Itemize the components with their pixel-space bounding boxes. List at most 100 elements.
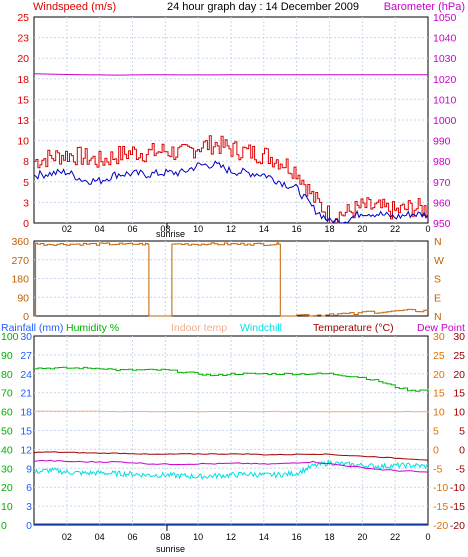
legend-windchill: Windchill (240, 322, 282, 334)
tick-labels: 0202040406060808101012121414161618182020… (1, 12, 465, 542)
humidity-tick-label: 60 (1, 407, 13, 419)
compass-tick-label: N (434, 311, 442, 323)
x-tick-label-bottom: 20 (357, 532, 367, 542)
windspeed-average-line (33, 160, 429, 224)
temperature-tick-label: 0 (459, 444, 465, 456)
barometer-tick-label: 980 (433, 156, 451, 168)
windspeed-tick-label: 20 (17, 53, 29, 65)
humidity-tick-label: 100 (1, 331, 19, 343)
x-tick-label-bottom: 02 (62, 532, 72, 542)
indoor-tick-label: -5 (433, 463, 442, 475)
temperature-tick-label: 5 (459, 426, 465, 438)
windspeed-tick-label: 25 (17, 12, 29, 24)
humidity-tick-label: 20 (1, 482, 13, 494)
x-tick-label-bottom: 14 (259, 532, 269, 542)
humidity-tick-label: 80 (1, 369, 13, 381)
barometer-tick-label: 1010 (433, 94, 457, 106)
indoor-tick-label: -20 (433, 520, 448, 532)
x-tick-label-top: 06 (127, 224, 137, 234)
wind-direction-line (34, 242, 429, 317)
humidity-tick-label: 40 (1, 444, 13, 456)
windchill-line (33, 458, 428, 481)
windspeed-tick-label: 10 (17, 136, 29, 148)
direction-tick-label: 360 (11, 236, 29, 248)
compass-tick-label: N (434, 236, 442, 248)
humidity-tick-label: 50 (1, 426, 13, 438)
indoor-tick-label: 15 (433, 388, 445, 400)
x-tick-label-top: 22 (390, 224, 400, 234)
humidity-tick-label: 10 (1, 501, 13, 513)
indoor-tick-label: -10 (433, 482, 448, 494)
barometer-axis-title: Barometer (hPa) (384, 1, 465, 13)
x-tick-label-top: 18 (324, 224, 334, 234)
rainfall-tick-label: 15 (20, 426, 32, 438)
windspeed-tick-label: 0 (23, 218, 29, 230)
temperature-tick-label: -5 (456, 463, 465, 475)
direction-tick-label: 270 (11, 255, 29, 267)
barometer-tick-label: 1040 (433, 33, 457, 45)
x-tick-label-top: 14 (259, 224, 269, 234)
barometer-tick-label: 1030 (433, 53, 457, 65)
x-tick-label-top: 16 (292, 224, 302, 234)
compass-tick-label: E (434, 292, 441, 304)
rainfall-tick-label: 27 (20, 350, 32, 362)
barometer-tick-label: 970 (433, 177, 451, 189)
x-tick-label-top: 08 (160, 224, 170, 234)
x-tick-label-top: 02 (62, 224, 72, 234)
compass-tick-label: S (434, 274, 441, 286)
dew-point-line (33, 459, 429, 473)
x-tick-label-bottom: 16 (292, 532, 302, 542)
x-tick-label-top: 20 (357, 224, 367, 234)
x-tick-label-top: 10 (193, 224, 203, 234)
indoor-tick-label: 30 (433, 331, 445, 343)
x-tick-label-top: 12 (226, 224, 236, 234)
indoor-temp-line (34, 410, 429, 413)
barometer-tick-label: 1000 (433, 115, 457, 127)
barometer-tick-label: 990 (433, 136, 451, 148)
windspeed-tick-label: 23 (17, 33, 29, 45)
humidity-tick-label: 0 (1, 520, 7, 532)
rainfall-tick-label: 21 (20, 388, 32, 400)
temperature-tick-label: 10 (453, 407, 465, 419)
data-series (33, 73, 429, 531)
barometer-line (33, 73, 428, 76)
temperature-tick-label: -20 (450, 520, 465, 532)
indoor-tick-label: -15 (433, 501, 448, 513)
sunrise-label-top: sunrise (156, 229, 185, 239)
humidity-tick-label: 70 (1, 388, 13, 400)
indoor-tick-label: 5 (433, 426, 439, 438)
legend-rainfall: Rainfall (mm) (1, 322, 63, 334)
x-tick-label-bottom: 10 (193, 532, 203, 542)
windspeed-tick-label: 13 (17, 115, 29, 127)
x-tick-label-top: 0 (425, 224, 430, 234)
barometer-tick-label: 1050 (433, 12, 457, 24)
windspeed-tick-label: 8 (23, 156, 29, 168)
x-tick-label-bottom: 18 (324, 532, 334, 542)
x-tick-label-bottom: 12 (226, 532, 236, 542)
indoor-tick-label: 25 (433, 350, 445, 362)
indoor-tick-label: 10 (433, 407, 445, 419)
windspeed-tick-label: 18 (17, 74, 29, 86)
rainfall-tick-label: 0 (26, 520, 32, 532)
rainfall-tick-label: 6 (26, 482, 32, 494)
direction-tick-label: 0 (23, 311, 29, 323)
direction-tick-label: 90 (17, 292, 29, 304)
temperature-tick-label: -15 (450, 501, 465, 513)
rainfall-tick-label: 18 (20, 407, 32, 419)
temperature-tick-label: 30 (453, 331, 465, 343)
sunrise-label-bottom: sunrise (156, 544, 185, 554)
legend-temperature: Temperature (°C) (313, 322, 394, 334)
windspeed-axis-title: Windspeed (m/s) (33, 1, 116, 13)
windspeed-tick-label: 15 (17, 94, 29, 106)
compass-tick-label: W (434, 255, 444, 267)
rainfall-tick-label: 9 (26, 463, 32, 475)
barometer-tick-label: 950 (433, 218, 451, 230)
windspeed-gust-line (34, 135, 429, 224)
x-tick-label-bottom: 0 (425, 532, 430, 542)
temperature-tick-label: -10 (450, 482, 465, 494)
x-tick-label-bottom: 06 (127, 532, 137, 542)
indoor-tick-label: 20 (433, 369, 445, 381)
windspeed-tick-label: 3 (23, 197, 29, 209)
